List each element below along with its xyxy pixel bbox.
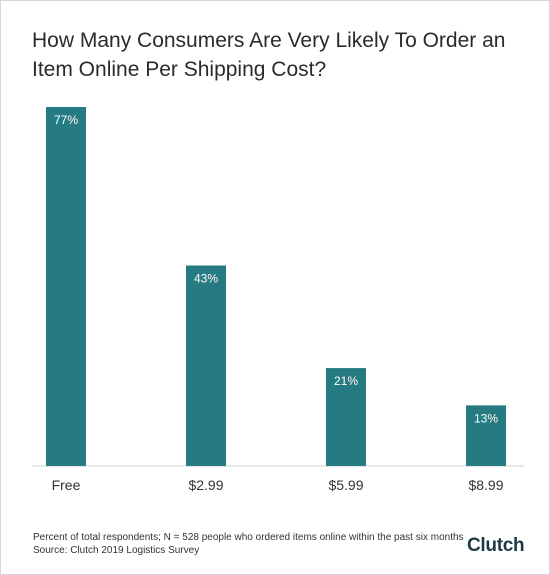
x-tick-label-3: $5.99 (328, 477, 363, 493)
x-tick-label-group: Free $2.99 $5.99 $8.99 (52, 477, 504, 493)
x-tick-label-4: $8.99 (468, 477, 503, 493)
data-label-2: 43% (194, 272, 218, 286)
data-label-1: 77% (54, 113, 78, 127)
bar-2 (186, 265, 226, 466)
data-label-4: 13% (474, 411, 498, 425)
clutch-logo-text: Clutch (467, 535, 525, 556)
x-tick-label-1: Free (52, 477, 81, 493)
clutch-logo: Clutch (467, 535, 525, 557)
x-tick-label-2: $2.99 (188, 477, 223, 493)
bar-chart: 77% 43% 21% 13% Free $2.99 $5.99 $8.99 (32, 107, 524, 493)
bar-4 (466, 405, 506, 466)
bar-group (46, 107, 506, 466)
bar-3 (326, 368, 366, 466)
data-label-group: 77% 43% 21% 13% (54, 113, 498, 425)
footnote-respondents: Percent of total respondents; N = 528 pe… (33, 532, 464, 543)
data-label-3: 21% (334, 374, 358, 388)
chart-title: How Many Consumers Are Very Likely To Or… (32, 29, 506, 81)
footnote-source: Source: Clutch 2019 Logistics Survey (33, 545, 200, 556)
bar-1 (46, 107, 86, 466)
footnote: Percent of total respondents; N = 528 pe… (33, 531, 464, 557)
